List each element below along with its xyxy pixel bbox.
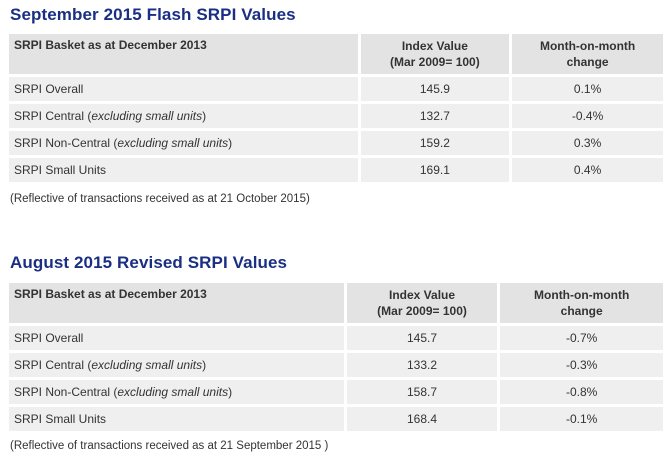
table-row: SRPI Central (excluding small units) 132…	[9, 104, 663, 128]
table-row: SRPI Overall 145.9 0.1%	[9, 77, 663, 101]
row-label: SRPI Overall	[9, 326, 344, 350]
row-index-value: 159.2	[360, 131, 510, 155]
row-change: 0.3%	[512, 131, 663, 155]
table-row: SRPI Central (excluding small units) 133…	[9, 353, 663, 377]
section-title-august: August 2015 Revised SRPI Values	[10, 253, 288, 272]
header-change-line2: change	[566, 55, 609, 69]
header-index-value: Index Value (Mar 2009= 100)	[346, 283, 498, 323]
row-label: SRPI Non-Central (excluding small units)	[9, 380, 344, 404]
header-index-line1: Index Value	[389, 288, 456, 302]
section-title-september: September 2015 Flash SRPI Values	[10, 5, 296, 24]
header-basket: SRPI Basket as at December 2013	[9, 34, 358, 74]
header-change: Month-on-month change	[500, 283, 663, 323]
table-row: SRPI Small Units 168.4 -0.1%	[9, 407, 663, 431]
table-row: SRPI Overall 145.7 -0.7%	[9, 326, 663, 350]
header-index-line2: (Mar 2009= 100)	[389, 55, 480, 69]
table-header-row: SRPI Basket as at December 2013 Index Va…	[9, 34, 663, 74]
row-index-value: 169.1	[360, 158, 510, 182]
row-change: -0.1%	[500, 407, 663, 431]
row-change: -0.3%	[500, 353, 663, 377]
header-index-value: Index Value (Mar 2009= 100)	[360, 34, 510, 74]
row-index-value: 158.7	[346, 380, 498, 404]
row-index-value: 168.4	[346, 407, 498, 431]
footnote-september: (Reflective of transactions received as …	[10, 193, 310, 205]
header-change: Month-on-month change	[512, 34, 663, 74]
header-change-line1: Month-on-month	[539, 39, 636, 53]
row-label: SRPI Overall	[9, 77, 358, 101]
row-index-value: 132.7	[360, 104, 510, 128]
row-label: SRPI Small Units	[9, 158, 358, 182]
row-label: SRPI Small Units	[9, 407, 344, 431]
row-index-value: 145.9	[360, 77, 510, 101]
row-label: SRPI Central (excluding small units)	[9, 353, 344, 377]
header-index-line2: (Mar 2009= 100)	[377, 304, 467, 318]
row-change: -0.7%	[500, 326, 663, 350]
table-row: SRPI Non-Central (excluding small units)…	[9, 380, 663, 404]
row-label: SRPI Central (excluding small units)	[9, 104, 358, 128]
table-row: SRPI Small Units 169.1 0.4%	[9, 158, 663, 182]
row-label: SRPI Non-Central (excluding small units)	[9, 131, 358, 155]
row-change: 0.1%	[512, 77, 663, 101]
row-index-value: 145.7	[346, 326, 498, 350]
footnote-august: (Reflective of transactions received as …	[10, 440, 329, 452]
table-header-row: SRPI Basket as at December 2013 Index Va…	[9, 283, 663, 323]
row-index-value: 133.2	[346, 353, 498, 377]
srpi-table-august: SRPI Basket as at December 2013 Index Va…	[6, 280, 666, 434]
header-change-line1: Month-on-month	[534, 288, 630, 302]
srpi-table-september: SRPI Basket as at December 2013 Index Va…	[6, 31, 666, 185]
table-row: SRPI Non-Central (excluding small units)…	[9, 131, 663, 155]
header-change-line2: change	[560, 304, 603, 318]
row-change: -0.4%	[512, 104, 663, 128]
row-change: -0.8%	[500, 380, 663, 404]
header-basket: SRPI Basket as at December 2013	[9, 283, 344, 323]
row-change: 0.4%	[512, 158, 663, 182]
header-index-line1: Index Value	[401, 39, 468, 53]
